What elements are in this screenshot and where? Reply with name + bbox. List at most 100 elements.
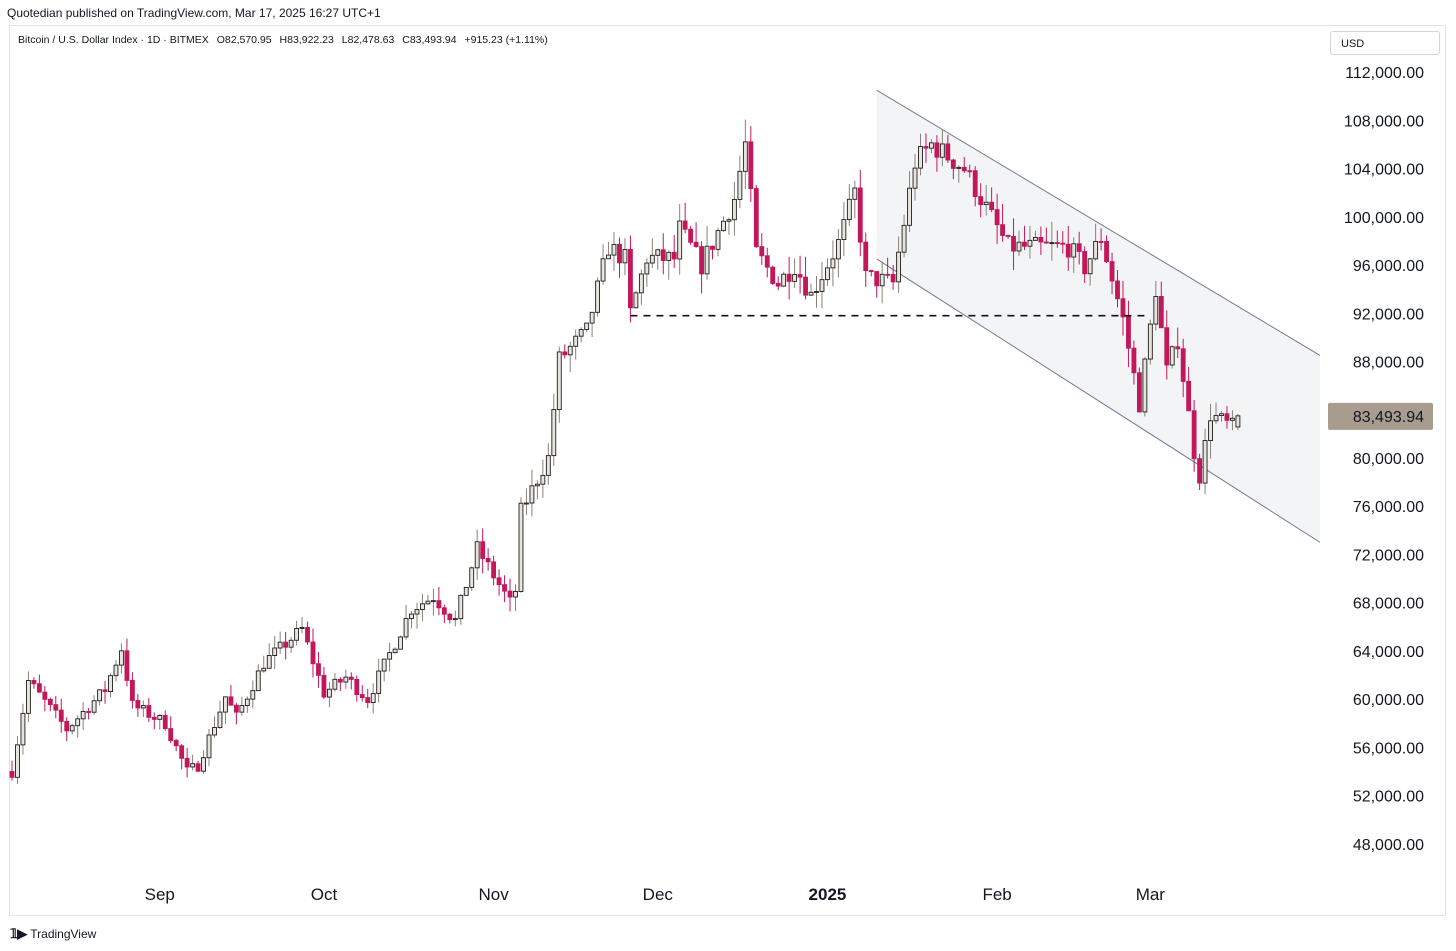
candle <box>710 245 715 260</box>
candle <box>978 183 984 218</box>
candle <box>983 185 989 216</box>
candle <box>1158 281 1164 329</box>
candle <box>425 595 431 605</box>
candle <box>885 257 891 279</box>
candle <box>797 255 803 294</box>
chart-pane[interactable] <box>9 25 1446 916</box>
candle <box>430 588 436 616</box>
candle <box>1115 269 1120 308</box>
publisher-line: Quotedian published on TradingView.com, … <box>7 6 381 20</box>
candle <box>316 652 321 688</box>
candle <box>1164 310 1170 380</box>
y-tick-label: 56,000.00 <box>1353 740 1424 757</box>
candle <box>414 602 420 629</box>
candle <box>113 660 119 682</box>
candle <box>162 710 168 731</box>
candle <box>206 728 212 767</box>
candle <box>31 677 37 689</box>
candle <box>584 322 590 333</box>
candle <box>846 184 852 226</box>
candle <box>299 616 305 634</box>
candle <box>753 184 759 248</box>
candle <box>534 480 540 500</box>
last-price-marker: 83,493.94 <box>1328 402 1433 430</box>
candle <box>956 165 962 183</box>
y-tick-label: 76,000.00 <box>1353 499 1424 516</box>
candle <box>168 716 174 744</box>
candle <box>1087 257 1093 286</box>
candle <box>1147 319 1153 365</box>
candle <box>967 164 973 178</box>
candle <box>929 139 934 153</box>
candle <box>1005 234 1011 239</box>
candle <box>485 548 491 571</box>
candle <box>994 193 1000 244</box>
candle <box>748 126 754 202</box>
candle <box>715 227 721 257</box>
candle <box>1219 410 1224 422</box>
time-axis[interactable]: Sep Oct Nov Dec 2025 Feb Mar <box>145 885 1166 904</box>
y-tick-label: 112,000.00 <box>1345 65 1424 82</box>
candle <box>896 236 902 293</box>
legend-high: H83,922.23 <box>279 34 334 46</box>
candle <box>737 155 743 209</box>
x-tick-label: Oct <box>311 885 338 904</box>
candle <box>1049 221 1055 261</box>
x-tick-label: Sep <box>145 885 175 904</box>
y-tick-label: 72,000.00 <box>1353 547 1424 564</box>
candle <box>1142 356 1148 417</box>
candle <box>370 683 376 714</box>
candle <box>1175 327 1181 359</box>
candle <box>660 233 666 275</box>
candle <box>135 693 141 717</box>
candle <box>261 655 267 673</box>
candle <box>524 488 529 515</box>
candle <box>666 250 672 280</box>
candle <box>545 443 551 485</box>
legend-close: C83,493.94 <box>402 34 457 46</box>
currency-selector[interactable]: USD <box>1330 31 1440 55</box>
candle <box>157 714 163 730</box>
candle <box>332 672 338 692</box>
candle <box>212 716 217 738</box>
x-tick-label: Feb <box>982 885 1011 904</box>
candle <box>622 238 628 276</box>
candle <box>496 569 502 596</box>
candle <box>387 642 393 672</box>
candle <box>321 666 327 699</box>
candle <box>1104 235 1109 264</box>
candle <box>250 680 256 709</box>
candle <box>562 344 568 359</box>
x-tick-label: 2025 <box>809 885 847 904</box>
candle <box>25 671 31 722</box>
candle <box>266 643 272 669</box>
candle <box>15 735 20 784</box>
y-tick-label: 100,000.00 <box>1344 210 1424 227</box>
candle <box>108 673 113 697</box>
candle <box>518 497 524 593</box>
candle <box>190 754 196 771</box>
candle <box>907 171 912 232</box>
candle <box>556 346 562 423</box>
candle <box>239 696 245 716</box>
candle <box>354 675 360 702</box>
candle <box>852 180 858 219</box>
candle <box>513 584 518 612</box>
candle <box>173 738 179 752</box>
candle <box>102 681 108 704</box>
price-axis[interactable]: 48,000.00 52,000.00 56,000.00 60,000.00 64,0… <box>1344 65 1424 854</box>
candle <box>1186 367 1192 412</box>
candle <box>1022 225 1027 251</box>
candle <box>140 700 146 718</box>
candle <box>786 256 792 300</box>
candle <box>808 283 814 296</box>
candle <box>611 231 617 271</box>
candle <box>348 672 354 690</box>
candle <box>1191 400 1197 472</box>
candle <box>97 689 102 706</box>
candle <box>1060 231 1066 254</box>
candle <box>1169 345 1175 369</box>
last-price-label: 83,493.94 <box>1353 409 1424 426</box>
candle <box>945 134 951 163</box>
